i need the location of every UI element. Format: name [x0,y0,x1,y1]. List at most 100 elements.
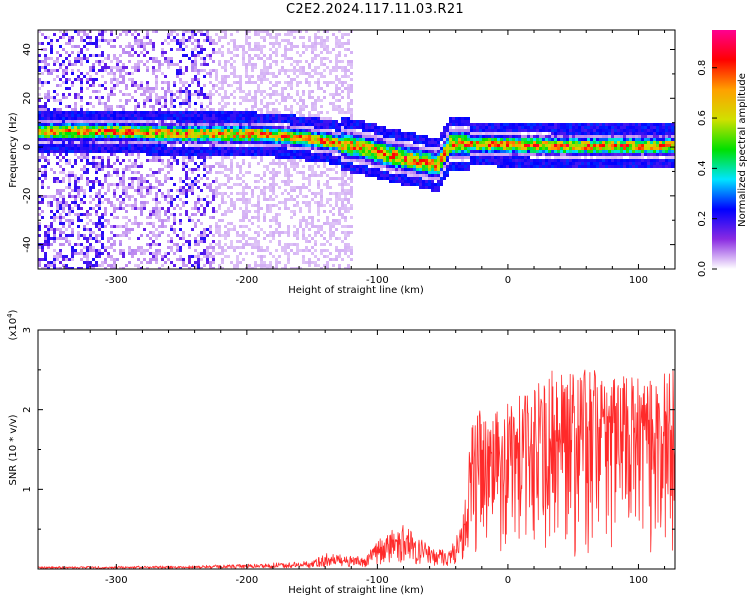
spectrogram-cell [113,54,116,57]
spectrogram-cell [122,180,125,183]
spectrogram-cell [77,234,80,237]
spectrogram-cell [335,237,338,240]
spectrogram-cell [296,75,299,78]
spectrogram-cell [209,93,212,96]
spectrogram-cell [407,159,410,162]
spectrogram-cell [110,255,113,258]
spectrogram-cell [269,57,272,60]
spectrogram-cell [77,252,80,255]
spectrogram-cell [332,159,335,162]
spectrogram-cell [173,111,176,114]
spectrogram-cell [68,192,71,195]
spectrogram-cell [188,129,191,132]
spectrogram-cell [317,123,320,126]
spectrogram-cell [329,237,332,240]
spectrogram-cell [230,141,233,144]
spectrogram-cell [122,129,125,132]
spectrogram-cell [293,147,296,150]
spectrogram-cell [167,165,170,168]
spectrogram-cell [287,57,290,60]
spectrogram-cell [77,54,80,57]
spectrogram-cell [101,141,104,144]
spectrogram-cell [281,114,284,117]
spectrogram-cell [170,117,173,120]
spectrogram-cell [131,141,134,144]
spectrogram-cell [140,186,143,189]
spectrogram-cell [329,231,332,234]
spectrogram-cell [80,96,83,99]
spectrogram-cell [179,207,182,210]
spectrogram-cell [68,129,71,132]
spectrogram-cell [272,147,275,150]
spectrogram-cell [260,126,263,129]
spectrogram-cell [377,159,380,162]
spectrogram-cell [62,135,65,138]
spectrogram-cell [218,36,221,39]
spectrogram-cell [338,129,341,132]
spectrogram-cell [53,111,56,114]
spectrogram-cell [149,138,152,141]
spectrogram-cell [257,57,260,60]
spectrogram-cell [173,84,176,87]
spectrogram-cell [215,129,218,132]
spectrogram-cell [311,171,314,174]
spectrogram-cell [224,30,227,33]
spectrogram-cell [251,108,254,111]
spectrogram-cell [326,240,329,243]
spectrogram-cell [173,252,176,255]
spectrogram-cell [314,225,317,228]
spectrogram-cell [260,246,263,249]
spectrogram-cell [413,138,416,141]
spectrogram-cell [227,75,230,78]
spectrogram-cell [341,33,344,36]
spectrogram-cell [59,216,62,219]
spectrogram-cell [179,228,182,231]
spectrogram-cell [194,126,197,129]
spectrogram-cell [233,114,236,117]
spectrogram-cell [254,246,257,249]
spectrogram-cell [212,165,215,168]
spectrogram-cell [89,150,92,153]
spectrogram-cell [161,54,164,57]
spectrogram-cell [383,135,386,138]
spectrogram-cell [212,195,215,198]
spectrogram-cell [233,90,236,93]
spectrogram-cell [86,138,89,141]
spectrogram-cell [242,51,245,54]
spectrogram-cell [182,120,185,123]
spectrogram-cell [212,132,215,135]
spectrogram-cell [272,255,275,258]
spectrogram-cell [242,54,245,57]
spectrogram-cell [164,51,167,54]
spectrogram-cell [185,138,188,141]
spectrogram-cell [305,177,308,180]
spectrogram-cell [146,132,149,135]
spectrogram-cell [101,96,104,99]
spectrogram-cell [275,84,278,87]
spectrogram-cell [344,249,347,252]
spectrogram-cell [143,207,146,210]
spectrogram-cell [113,183,116,186]
spectrogram-cell [209,261,212,264]
spectrogram-cell [170,33,173,36]
spectrogram-cell [164,60,167,63]
spectrogram-cell [146,96,149,99]
spectrogram-cell [191,228,194,231]
spectrogram-cell [239,123,242,126]
spectrogram-cell [140,177,143,180]
spectrogram-cell [200,162,203,165]
spectrogram-cell [230,117,233,120]
spectrogram-cell [152,111,155,114]
spectrogram-cell [122,186,125,189]
spectrogram-cell [119,177,122,180]
spectrogram-cell [98,228,101,231]
spectrogram-cell [356,156,359,159]
spectrogram-cell [335,39,338,42]
spectrogram-cell [212,216,215,219]
spectrogram-cell [143,42,146,45]
spectrogram-cell [320,99,323,102]
spectrogram-cell [305,48,308,51]
spectrogram-cell [236,135,239,138]
spectrogram-cell [329,69,332,72]
spectrogram-cell [152,186,155,189]
